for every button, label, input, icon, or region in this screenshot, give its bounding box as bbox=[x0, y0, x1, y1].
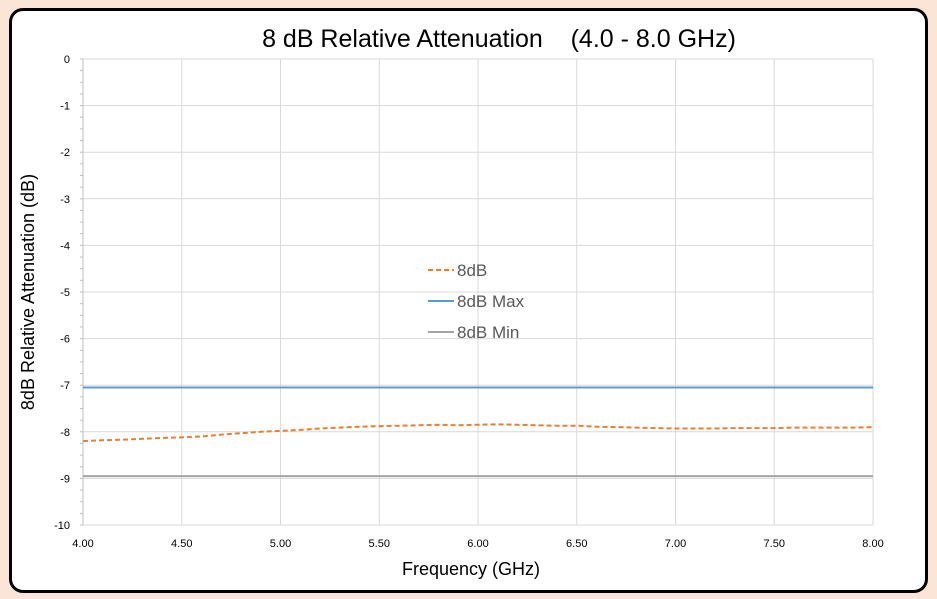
y-tick-label: -6 bbox=[60, 334, 70, 346]
x-tick-label: 5.50 bbox=[369, 538, 390, 550]
x-tick-label: 7.50 bbox=[764, 538, 785, 550]
gridlines bbox=[80, 58, 874, 526]
series-line bbox=[82, 423, 874, 443]
y-tick-label: -9 bbox=[60, 473, 70, 485]
y-tick-label: -8 bbox=[60, 427, 70, 439]
y-tick-label: -2 bbox=[60, 147, 70, 159]
y-tick-label: -4 bbox=[60, 240, 70, 252]
x-tick-label: 8.00 bbox=[862, 538, 883, 550]
x-axis-title: Frequency (GHz) bbox=[402, 559, 540, 579]
x-tick-label: 5.00 bbox=[270, 538, 291, 550]
legend: 8dB 8dB Max 8dB Min bbox=[428, 261, 525, 342]
chart-title: 8 dB Relative Attenuation (4.0 - 8.0 GHz… bbox=[262, 25, 736, 53]
y-tick-label: -5 bbox=[60, 287, 70, 299]
y-tick-label: -7 bbox=[60, 380, 70, 392]
series-lines bbox=[82, 386, 874, 478]
x-tick-label: 7.00 bbox=[665, 538, 686, 550]
y-axis-title: 8dB Relative Attenuation (dB) bbox=[18, 174, 38, 410]
legend-label: 8dB Max bbox=[457, 292, 525, 311]
x-tick-labels: 4.00 4.50 5.00 5.50 6.00 6.50 7.00 7.50 8.00 bbox=[72, 538, 883, 550]
x-tick-label: 4.00 bbox=[72, 538, 93, 550]
y-tick-label: 0 bbox=[64, 54, 70, 66]
y-tick-label: -3 bbox=[60, 194, 70, 206]
x-tick-label: 6.00 bbox=[467, 538, 488, 550]
x-tick-label: 6.50 bbox=[566, 538, 587, 550]
y-tick-labels: 0 -1 -2 -3 -4 -5 -6 -7 -8 -9 -10 bbox=[54, 54, 70, 532]
y-tick-label: -1 bbox=[60, 101, 70, 113]
x-tick-label: 4.50 bbox=[171, 538, 192, 550]
legend-label: 8dB Min bbox=[457, 323, 519, 342]
legend-label: 8dB bbox=[457, 261, 487, 280]
y-tick-label: -10 bbox=[54, 520, 70, 532]
